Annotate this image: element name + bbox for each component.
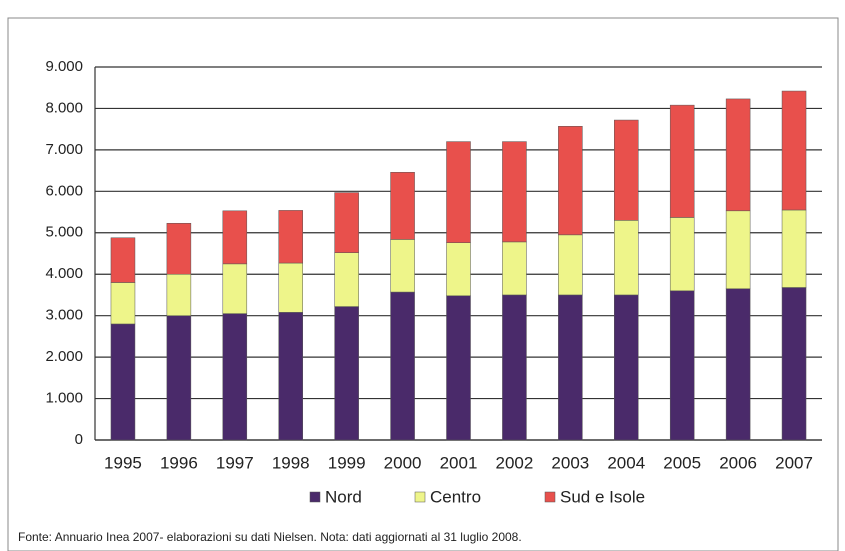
legend-marker — [544, 491, 556, 503]
y-tick-label: 9.000 — [45, 58, 83, 75]
bar-segment — [278, 262, 303, 313]
y-tick-label: 7.000 — [45, 141, 83, 158]
bar-segment — [558, 294, 583, 441]
y-tick-label: 2.000 — [45, 348, 83, 365]
bar-segment — [669, 290, 695, 441]
legend-label: Sud e Isole — [560, 487, 645, 506]
bar-segment — [222, 210, 248, 265]
x-tick-label: 2002 — [496, 453, 534, 472]
bar-segment — [278, 312, 303, 441]
bar-segment — [725, 210, 751, 289]
bar-segment — [110, 323, 136, 441]
x-tick-label: 1996 — [160, 453, 198, 472]
source-note: Fonte: Annuario Inea 2007- elaborazioni … — [18, 530, 522, 544]
legend-label: Centro — [430, 487, 481, 506]
x-tick-label: 2004 — [607, 453, 645, 472]
bar-segment — [222, 313, 248, 441]
y-tick-label: 0 — [75, 431, 83, 448]
bar-segment — [614, 294, 639, 441]
x-tick-label: 2001 — [440, 453, 478, 472]
x-tick-label: 1998 — [272, 453, 310, 472]
bar-segment — [390, 291, 415, 441]
bar-segment — [446, 295, 471, 441]
bar-segment — [781, 287, 807, 441]
bar-segment — [110, 237, 136, 283]
bar-segment — [502, 141, 527, 243]
x-tick-label: 2006 — [719, 453, 757, 472]
legend-marker — [309, 491, 321, 503]
frame — [7, 17, 839, 551]
bar-segment — [781, 90, 807, 211]
bar-segment — [278, 210, 303, 264]
bar-segment — [614, 220, 639, 296]
bar-segment — [390, 239, 415, 293]
y-tick-label: 1.000 — [45, 390, 83, 407]
bar-segment — [614, 119, 639, 221]
bar-segment — [446, 141, 471, 243]
bar-segment — [725, 288, 751, 441]
bar-segment — [222, 263, 248, 314]
bar-segment — [669, 104, 695, 218]
x-tick-label: 1995 — [104, 453, 142, 472]
x-tick-label: 1997 — [216, 453, 254, 472]
x-tick-label: 2000 — [384, 453, 422, 472]
bar-segment — [502, 241, 527, 296]
bar-segment — [166, 315, 192, 441]
y-tick-label: 5.000 — [45, 224, 83, 241]
bar-segment — [446, 242, 471, 297]
bar-segment — [502, 294, 527, 441]
bar-segment — [390, 172, 415, 240]
bar-segment — [781, 209, 807, 288]
bar-segment — [166, 273, 192, 316]
bar-segment — [669, 217, 695, 292]
y-tick-label: 3.000 — [45, 307, 83, 324]
legend-label: Nord — [325, 487, 362, 506]
bar-segment — [558, 234, 583, 296]
bar-segment — [725, 98, 751, 212]
legend-marker — [414, 491, 426, 503]
x-tick-label: 2007 — [775, 453, 813, 472]
y-tick-label: 8.000 — [45, 99, 83, 116]
bar-segment — [166, 222, 192, 275]
bar-segment — [110, 282, 136, 325]
y-tick-label: 4.000 — [45, 265, 83, 282]
x-tick-label: 2005 — [663, 453, 701, 472]
x-tick-label: 1999 — [328, 453, 366, 472]
bar-segment — [334, 306, 359, 441]
x-tick-label: 2003 — [551, 453, 589, 472]
y-tick-label: 6.000 — [45, 182, 83, 199]
bar-segment — [334, 192, 359, 253]
bar-segment — [558, 126, 583, 236]
bar-segment — [334, 252, 359, 307]
